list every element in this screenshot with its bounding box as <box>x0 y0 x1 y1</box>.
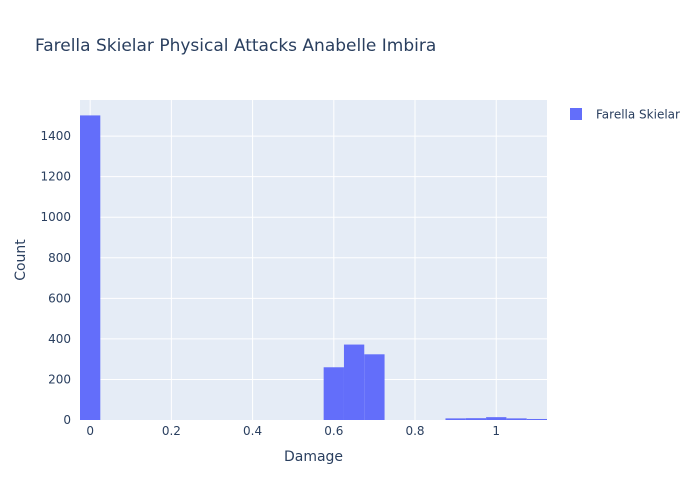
gridlines <box>80 100 547 420</box>
histogram-bar[interactable] <box>486 417 507 420</box>
x-axis-title: Damage <box>284 449 343 465</box>
x-tick-label: 0.2 <box>162 424 181 438</box>
y-tick-label: 400 <box>48 332 71 346</box>
plot-background <box>80 100 547 420</box>
x-tick-label: 1 <box>492 424 500 438</box>
histogram-bar[interactable] <box>465 418 487 420</box>
y-tick-label: 1200 <box>40 170 71 184</box>
histogram-bar[interactable] <box>364 354 385 420</box>
x-tick-label: 0.8 <box>405 424 424 438</box>
histogram-bar[interactable] <box>506 418 527 420</box>
y-tick-label: 800 <box>48 251 71 265</box>
y-axis-title: Count <box>13 239 29 281</box>
x-tick-label: 0.6 <box>324 424 343 438</box>
legend[interactable]: Farella Skielar <box>570 108 680 122</box>
histogram-bar[interactable] <box>80 115 101 420</box>
chart-title: Farella Skielar Physical Attacks Anabell… <box>35 36 436 56</box>
y-tick-label: 1000 <box>40 210 71 224</box>
x-tick-labels: 0 0.2 0.4 0.6 0.8 1 <box>86 424 500 438</box>
histogram-bar[interactable] <box>323 367 344 420</box>
x-tick-label: 0.4 <box>243 424 262 438</box>
y-tick-label: 600 <box>48 291 71 305</box>
bars <box>80 115 547 420</box>
y-tick-label: 0 <box>63 413 71 427</box>
x-tick-label: 0 <box>86 424 94 438</box>
histogram-bar[interactable] <box>526 418 547 420</box>
y-tick-label: 1400 <box>40 129 71 143</box>
legend-label-farella-skielar[interactable]: Farella Skielar <box>596 108 680 122</box>
histogram-bar[interactable] <box>445 418 466 420</box>
y-tick-labels: 0 200 400 600 800 1000 1200 1400 <box>40 129 71 427</box>
histogram-bar[interactable] <box>343 344 365 420</box>
y-tick-label: 200 <box>48 372 71 386</box>
legend-swatch-farella-skielar[interactable] <box>570 108 582 120</box>
